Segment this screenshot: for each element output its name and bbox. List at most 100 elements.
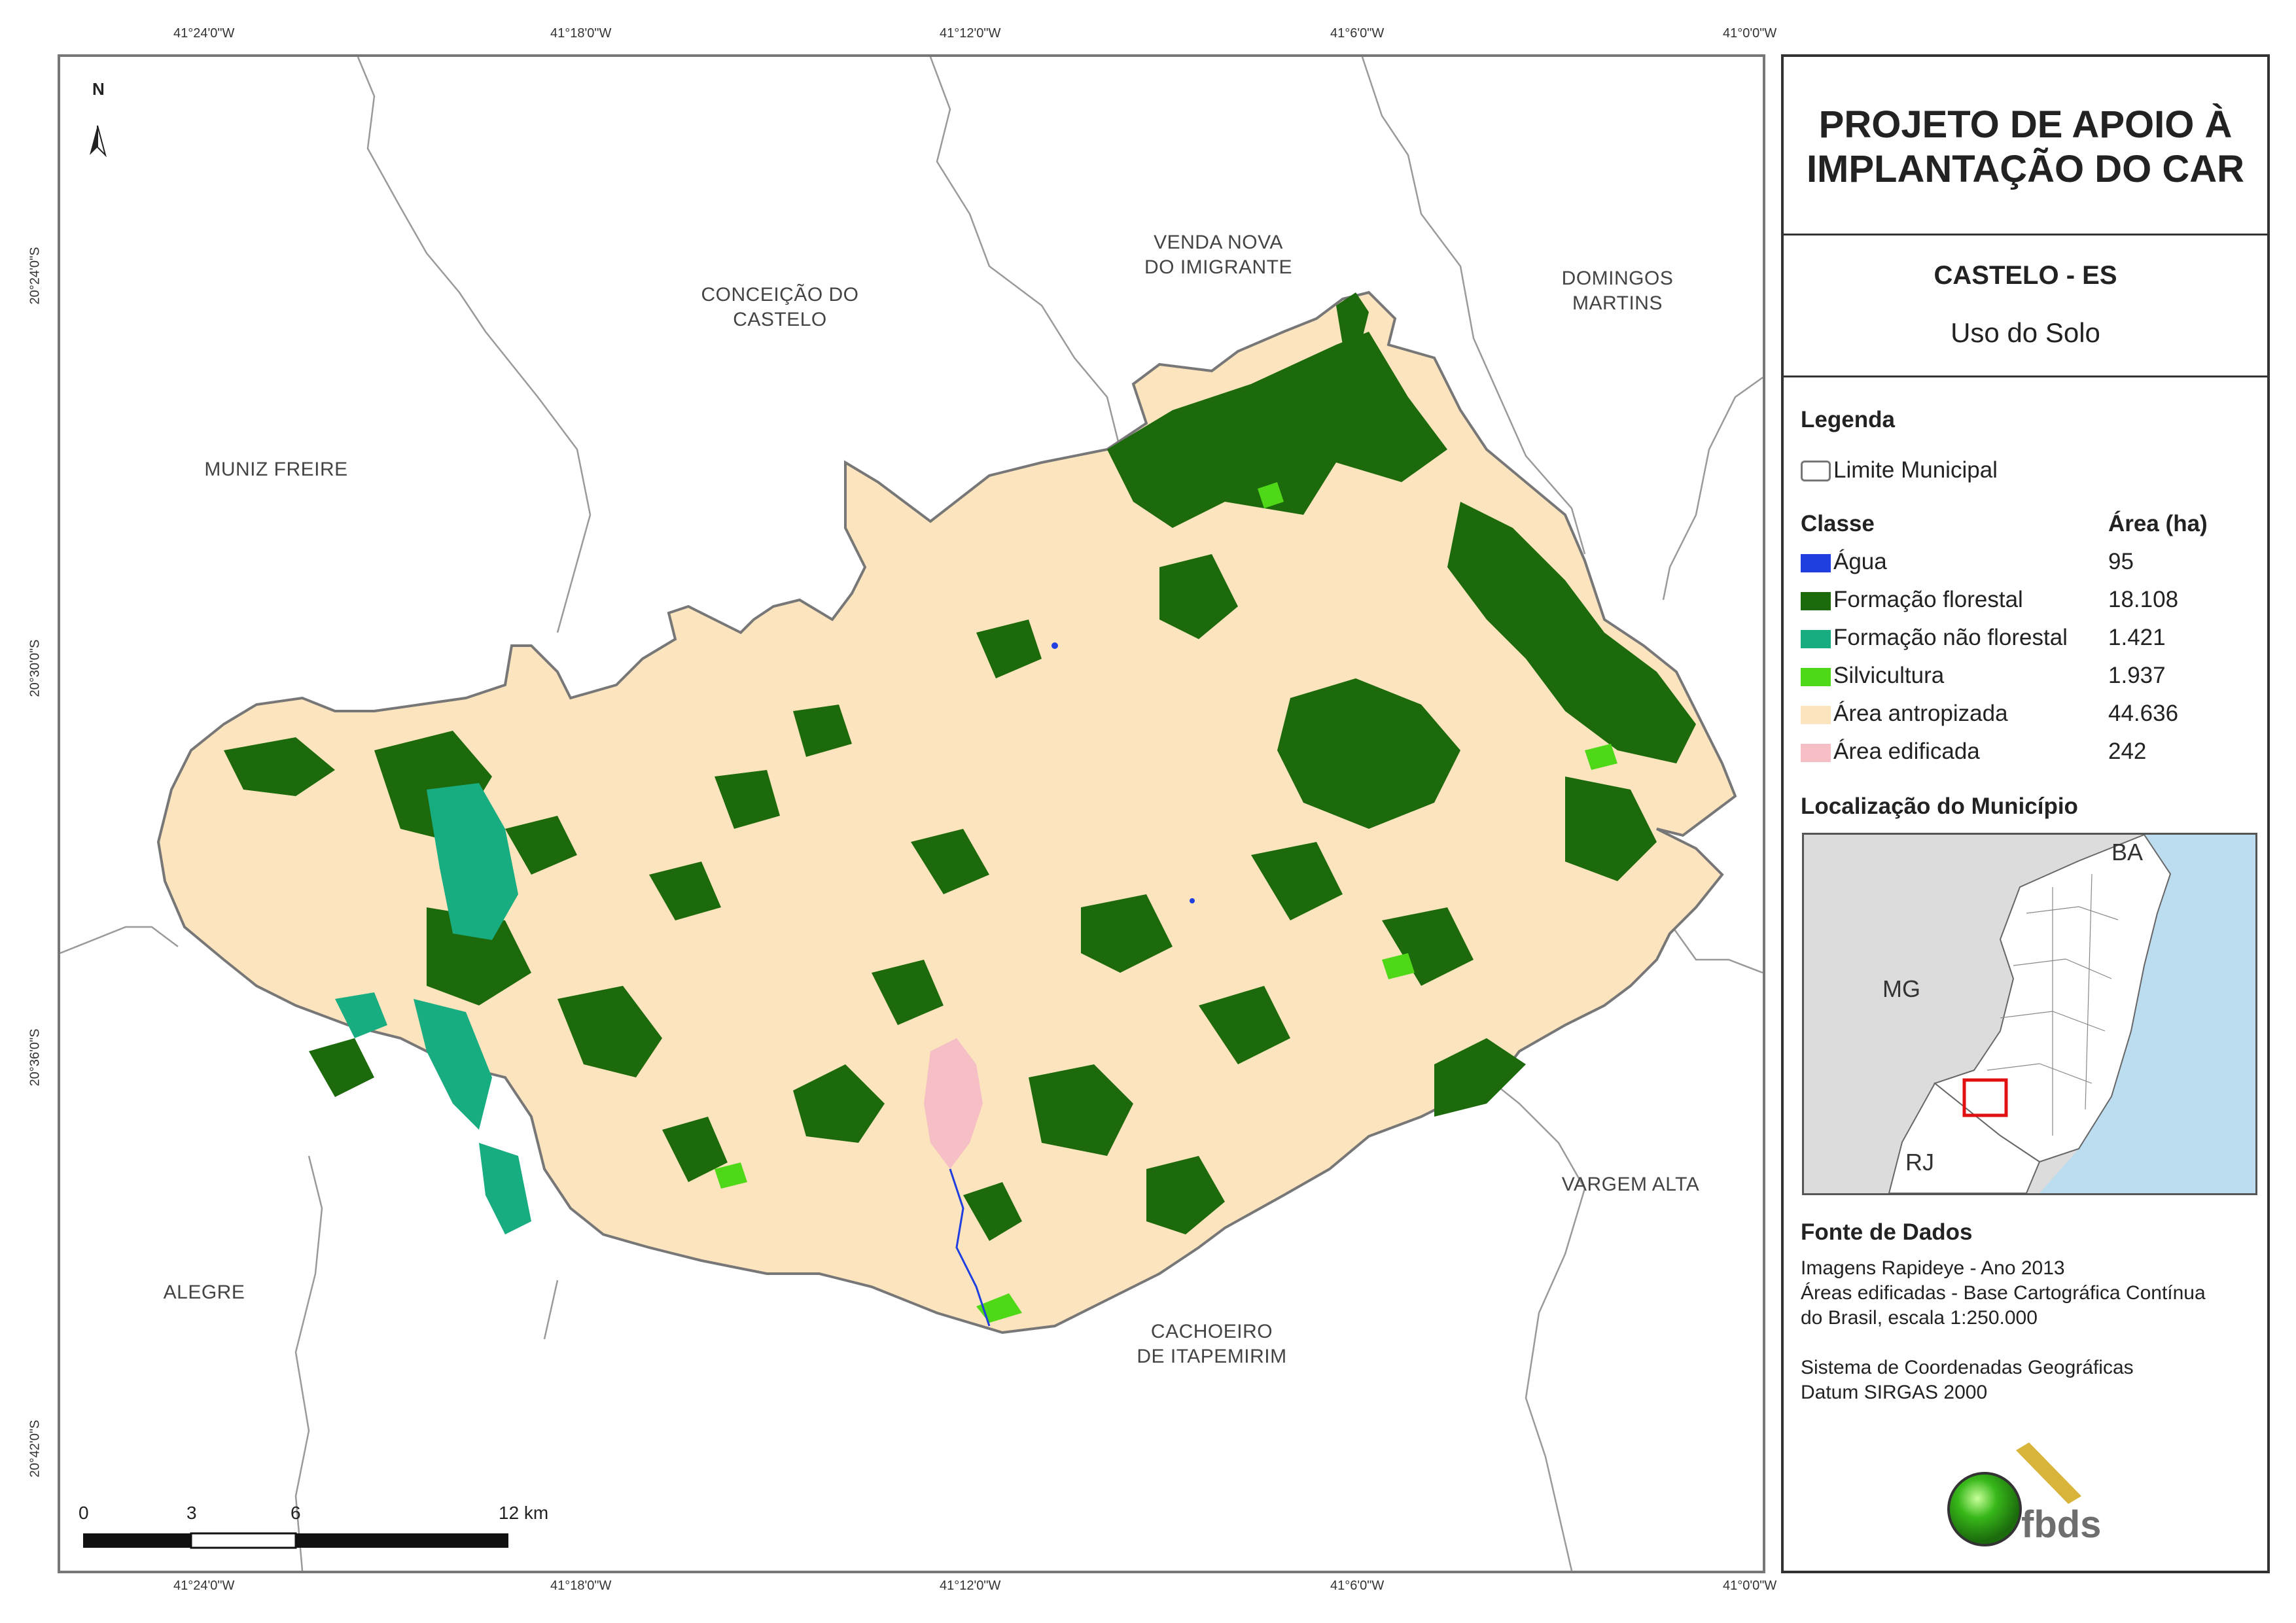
area-heading: Área (ha) xyxy=(2108,511,2208,536)
forest-patches xyxy=(224,332,1696,1241)
forest-patch xyxy=(793,705,852,757)
top-lon-label-3: 41°12'0"W xyxy=(940,26,1001,41)
top-lon-label-5: 41°0'0"W xyxy=(1723,26,1777,41)
forest-patch xyxy=(1447,502,1696,763)
scale-label-0: 0 xyxy=(79,1503,89,1523)
water-body xyxy=(1190,898,1195,903)
inner-boundary xyxy=(2085,873,2093,1110)
forest-patch xyxy=(1159,554,1238,639)
castelo-locator xyxy=(1962,1078,2008,1117)
inset-label-rj: RJ xyxy=(1905,1149,1934,1176)
non-forest-patch xyxy=(479,1143,531,1234)
legend-swatch xyxy=(1801,554,1831,572)
left-lat-label-1: 20°24'0"S xyxy=(27,247,43,305)
left-lat-label-2: 20°30'0"S xyxy=(27,639,43,697)
forest-patch xyxy=(1199,986,1290,1064)
legend-class-area: 44.636 xyxy=(2108,701,2179,726)
inset-label-mg: MG xyxy=(1882,975,1920,1002)
legend-class-name: Água xyxy=(1833,549,1887,574)
legend-class-name: Formação não florestal xyxy=(1833,625,2068,650)
municipality-label-cachoeiro: CACHOEIRO DE ITAPEMIRIM xyxy=(1137,1321,1287,1367)
boundary-line xyxy=(1361,57,1586,555)
bottom-lon-label-2: 41°18'0"W xyxy=(550,1579,612,1593)
forest-patch xyxy=(1277,678,1460,829)
location-inset: BA MG RJ xyxy=(1802,833,2257,1195)
forest-patch xyxy=(1146,1156,1225,1234)
boundary-line xyxy=(543,1280,559,1340)
bottom-lon-label-3: 41°12'0"W xyxy=(940,1579,1001,1593)
water-features xyxy=(949,1168,991,1327)
forest-patch xyxy=(309,1038,374,1097)
boundary-line xyxy=(1662,376,1763,601)
forest-patch xyxy=(1382,907,1474,986)
forest-patch xyxy=(224,737,335,796)
bottom-lon-label-5: 41°0'0"W xyxy=(1723,1579,1777,1593)
non-forest-patch xyxy=(427,783,518,940)
left-lat-label-3: 20°36'0"S xyxy=(27,1028,43,1087)
silviculture-patches xyxy=(715,482,1617,1323)
boundary-line xyxy=(1486,1077,1586,1571)
castelo-municipality xyxy=(156,290,1737,1335)
forest-patch xyxy=(1029,1064,1133,1156)
legend-class-area: 1.937 xyxy=(2108,663,2166,688)
boundary-line xyxy=(357,57,592,633)
map-frame: N VENDA NOVA DO IMIGRANTE CONCEIÇÃO DO CAS… xyxy=(58,54,1765,1573)
info-panel: PROJETO DE APOIO À IMPLANTAÇÃO DO CAR CAS… xyxy=(1781,54,2270,1573)
boundary-line xyxy=(929,57,1125,483)
divider xyxy=(1784,234,2267,236)
limit-label: Limite Municipal xyxy=(1833,457,1998,483)
source-line: Imagens Rapideye - Ano 2013 xyxy=(1801,1257,2065,1279)
legend-swatch xyxy=(1801,630,1831,648)
forest-patch xyxy=(1107,332,1447,528)
legend-swatch xyxy=(1801,706,1831,724)
silviculture-patch xyxy=(1585,744,1617,770)
forest-patch xyxy=(976,620,1042,678)
silviculture-patch xyxy=(715,1162,747,1189)
legend-class-area: 95 xyxy=(2108,549,2134,574)
legend-class-name: Área edificada xyxy=(1833,739,1980,764)
limit-swatch xyxy=(1801,461,1831,481)
source-heading: Fonte de Dados xyxy=(1801,1219,1973,1245)
legend-class-name: Silvicultura xyxy=(1833,663,1945,688)
scale-bar xyxy=(83,1532,508,1549)
forest-patch xyxy=(1565,777,1657,881)
forest-patch xyxy=(963,1182,1022,1241)
municipal-boundaries xyxy=(60,57,1763,1571)
built-area xyxy=(924,1038,983,1169)
legend-class-area: 1.421 xyxy=(2108,625,2166,650)
inner-boundary xyxy=(2013,958,2112,979)
legend-swatch xyxy=(1801,668,1831,686)
forest-patch xyxy=(911,829,989,894)
forest-patch xyxy=(793,1064,885,1143)
legend-swatch xyxy=(1801,592,1831,610)
fbds-logo-text: fbds xyxy=(2021,1503,2102,1546)
top-lon-label-2: 41°18'0"W xyxy=(550,26,612,41)
top-lon-label-4: 41°6'0"W xyxy=(1330,26,1385,41)
municipality-title: CASTELO - ES xyxy=(1934,261,2117,290)
non-forest-patch xyxy=(414,999,492,1130)
forest-patch xyxy=(1434,1038,1526,1117)
inner-boundary xyxy=(1987,1063,2093,1084)
legend-class-area: 242 xyxy=(2108,739,2147,764)
ocean xyxy=(2040,835,2255,1193)
north-arrow-label: N xyxy=(92,79,105,99)
legend-class-name: Formação florestal xyxy=(1833,587,2023,612)
divider xyxy=(1784,375,2267,377)
municipality-label-muniz-freire: MUNIZ FREIRE xyxy=(204,459,348,480)
map-subtitle: Uso do Solo xyxy=(1951,317,2100,348)
municipality-label-conceicao: CONCEIÇÃO DO CASTELO xyxy=(701,284,859,330)
source-line: do Brasil, escala 1:250.000 xyxy=(1801,1307,2038,1329)
legend-heading: Legenda xyxy=(1801,407,1895,432)
forest-patch xyxy=(1251,842,1343,920)
fbds-logo: fbds xyxy=(1937,1437,2121,1555)
boundary-line xyxy=(1662,913,1763,974)
location-heading: Localização do Município xyxy=(1801,794,2078,819)
river-line xyxy=(949,1168,991,1327)
legend-swatch xyxy=(1801,744,1831,762)
boundary-line xyxy=(60,926,179,954)
municipality-label-domingos: DOMINGOS MARTINS xyxy=(1561,268,1674,314)
top-lon-label-1: 41°24'0"W xyxy=(173,26,235,41)
silviculture-patch xyxy=(1382,953,1415,979)
location-inset-map xyxy=(1888,835,2255,1193)
scale-label-12: 12 km xyxy=(499,1503,549,1523)
